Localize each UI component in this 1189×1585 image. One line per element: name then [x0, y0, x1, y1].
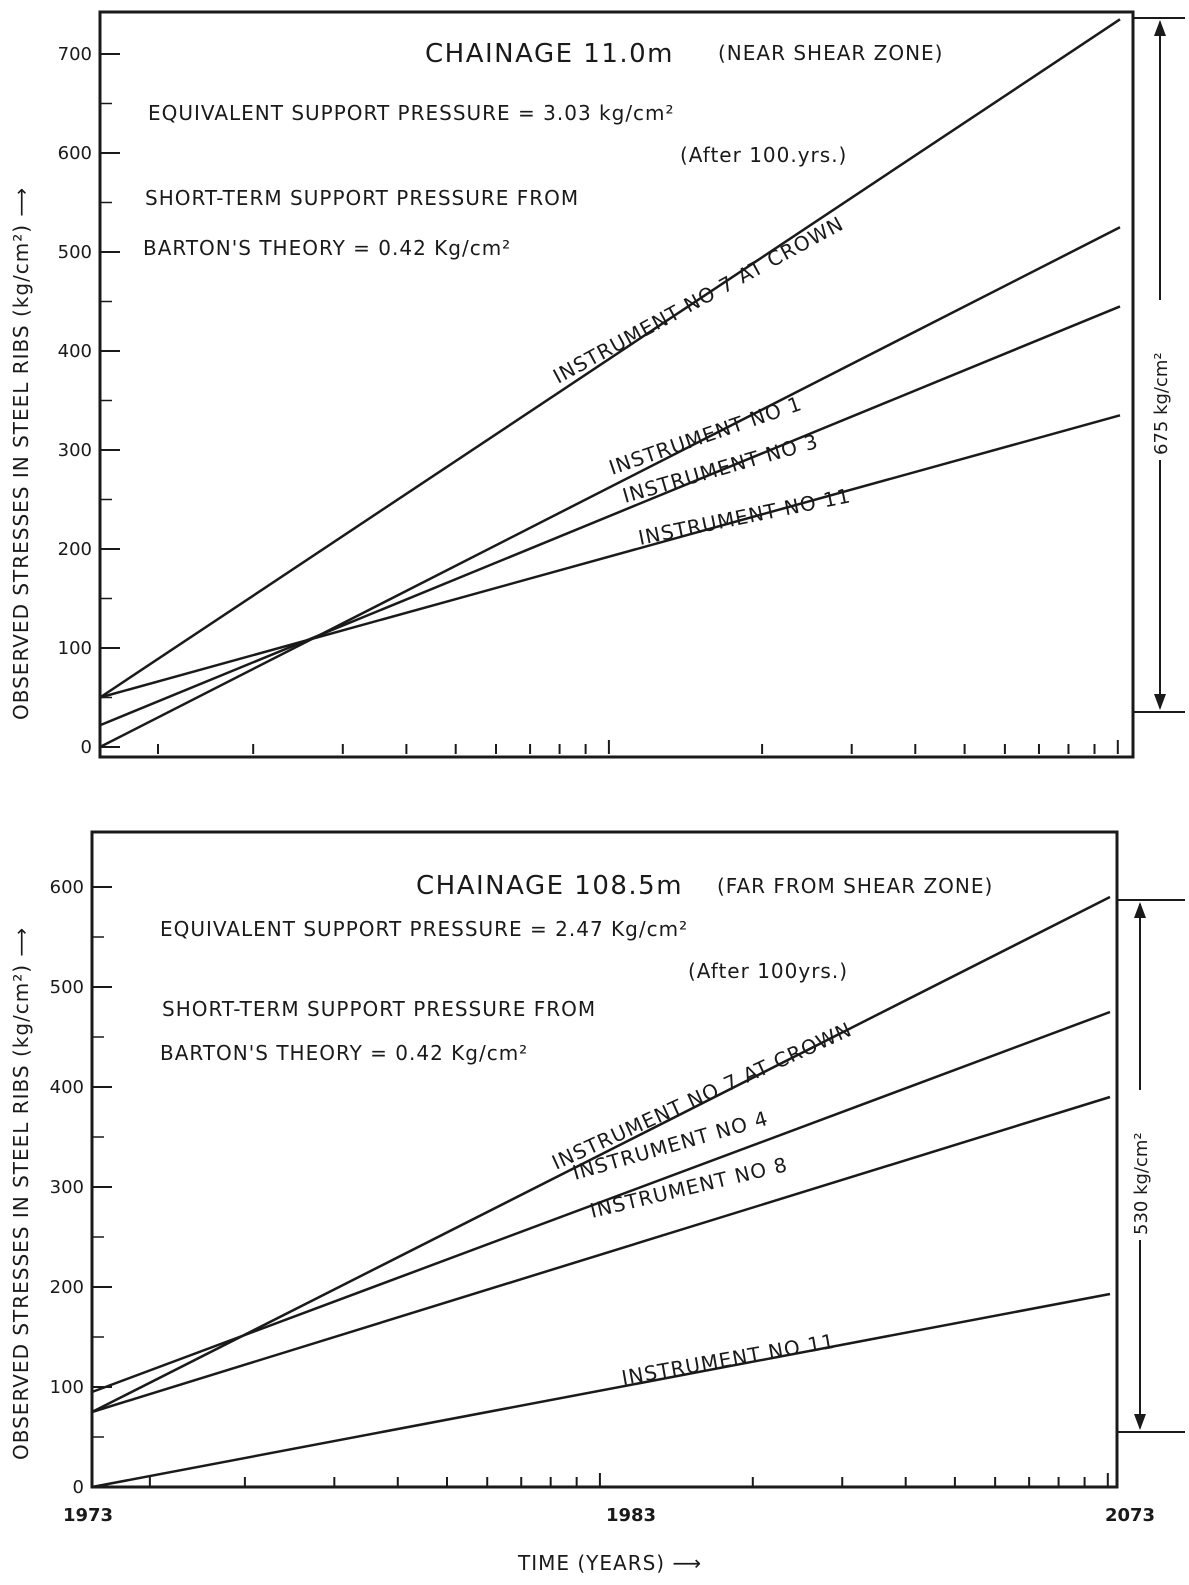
- y-tick-label: 300: [58, 440, 92, 461]
- chart-title-note-bottom: (FAR FROM SHEAR ZONE): [717, 874, 993, 898]
- range-bracket-top: 675 kg/cm²: [1133, 17, 1185, 713]
- y-tick-label: 0: [73, 1477, 84, 1498]
- chart-title-note-top: (NEAR SHEAR ZONE): [718, 41, 944, 65]
- series-line-2: [91, 1095, 1111, 1414]
- series-label-top-0: INSTRUMENT NO 7 AT CROWN: [549, 211, 848, 388]
- y-tick-label: 600: [58, 143, 92, 164]
- x-ticks-top: [99, 740, 1119, 754]
- chart-title-bottom: CHAINAGE 108.5m: [416, 871, 683, 901]
- range-annotation-top: 675 kg/cm²: [1151, 352, 1172, 455]
- series-line-1: [91, 1010, 1111, 1394]
- series-label-bottom-0: INSTRUMENT NO 7 AT CROWN: [548, 1017, 855, 1174]
- y-tick-label: 600: [50, 877, 84, 898]
- series-line-3: [91, 1292, 1111, 1489]
- x-tick-label: 1973: [63, 1505, 113, 1526]
- annotation-short-term-bottom: SHORT-TERM SUPPORT PRESSURE FROM: [162, 997, 596, 1021]
- series-lines-top: [99, 18, 1121, 749]
- series-line-3: [99, 414, 1121, 699]
- x-axis-label-bottom: TIME (YEARS) ⟶: [517, 1551, 702, 1575]
- y-tick-label: 500: [58, 242, 92, 263]
- y-tick-label: 400: [58, 341, 92, 362]
- series-label-bottom-3: INSTRUMENT NO 11: [620, 1329, 837, 1390]
- annotation-barton-top: BARTON'S THEORY = 0.42 Kg/cm²: [143, 236, 511, 260]
- annotation-after-years-bottom: (After 100yrs.): [688, 959, 848, 983]
- plot-frame-bottom: [90, 830, 1119, 1489]
- series-lines-bottom: [91, 895, 1111, 1489]
- series-line-0: [91, 895, 1111, 1414]
- y-tick-label: 100: [50, 1377, 84, 1398]
- y-tick-label: 0: [81, 737, 92, 758]
- annotation-barton-bottom: BARTON'S THEORY = 0.42 Kg/cm²: [160, 1041, 528, 1065]
- annotation-after-years-top: (After 100.yrs.): [680, 143, 847, 167]
- chart-title-top: CHAINAGE 11.0m: [425, 39, 674, 69]
- y-tick-label: 200: [58, 539, 92, 560]
- y-tick-label: 300: [50, 1177, 84, 1198]
- y-tick-label: 500: [50, 977, 84, 998]
- annotation-short-term-top: SHORT-TERM SUPPORT PRESSURE FROM: [145, 186, 579, 210]
- y-axis-label-top: OBSERVED STRESSES IN STEEL RIBS (kg/cm²)…: [9, 187, 33, 720]
- series-line-2: [99, 305, 1121, 727]
- annotation-equivalent-pressure-top: EQUIVALENT SUPPORT PRESSURE = 3.03 kg/cm…: [148, 101, 675, 125]
- y-ticks-top: 0 100 200 300 400 500 600 700: [58, 44, 120, 758]
- y-ticks-bottom: 0 100 200 300 400 500 600: [50, 877, 112, 1498]
- plot-frame-top: [98, 10, 1135, 759]
- range-bracket-bottom: 530 kg/cm²: [1117, 899, 1185, 1433]
- annotation-equivalent-pressure-bottom: EQUIVALENT SUPPORT PRESSURE = 2.47 Kg/cm…: [160, 917, 688, 941]
- chart-bottom: 0 100 200 300 400 500 600 1973 1983 2073 CHAINAG…: [9, 830, 1185, 1575]
- x-tick-label: 1983: [606, 1505, 656, 1526]
- chart-top: 0 100 200 300 400 500 600 700 CHAINAGE 11.0m (N…: [9, 10, 1185, 759]
- y-tick-label: 400: [50, 1077, 84, 1098]
- y-tick-label: 200: [50, 1277, 84, 1298]
- series-line-0: [99, 18, 1121, 699]
- series-line-1: [99, 226, 1121, 749]
- x-ticks-bottom: 1973 1983 2073: [63, 1473, 1155, 1526]
- y-tick-label: 100: [58, 638, 92, 659]
- x-tick-label: 2073: [1105, 1505, 1155, 1526]
- y-tick-label: 700: [58, 44, 92, 65]
- y-axis-label-bottom: OBSERVED STRESSES IN STEEL RIBS (kg/cm²)…: [9, 927, 33, 1460]
- range-annotation-bottom: 530 kg/cm²: [1131, 1132, 1152, 1235]
